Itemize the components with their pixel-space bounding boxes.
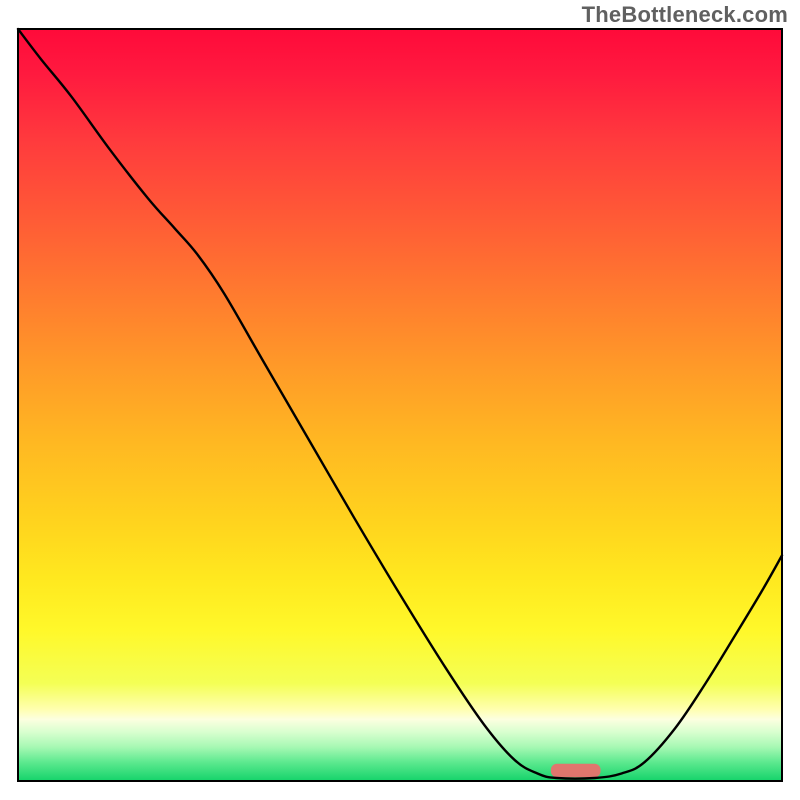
optimal-marker — [551, 764, 601, 778]
watermark-text: TheBottleneck.com — [582, 2, 788, 28]
heatmap-background — [18, 29, 782, 781]
chart-svg — [0, 0, 800, 800]
chart-container: TheBottleneck.com — [0, 0, 800, 800]
